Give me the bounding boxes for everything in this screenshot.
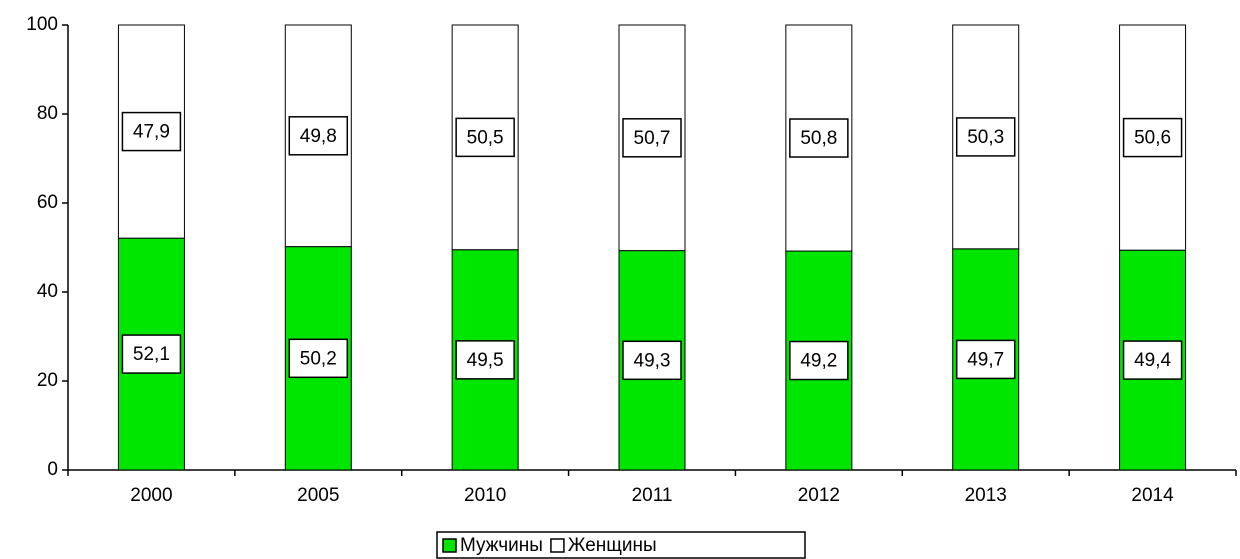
x-tick-label: 2000 bbox=[130, 485, 172, 506]
data-label: 50,3 bbox=[967, 127, 1004, 148]
data-label-box bbox=[288, 338, 349, 379]
data-label-box bbox=[622, 118, 682, 158]
data-label: 49,4 bbox=[1134, 350, 1171, 371]
x-tick-label: 2014 bbox=[1131, 485, 1174, 506]
data-label: 49,5 bbox=[467, 350, 504, 371]
y-tick-label: 60 bbox=[37, 192, 58, 213]
y-tick-label: 100 bbox=[26, 14, 58, 35]
legend-swatch bbox=[442, 538, 457, 553]
data-label: 50,8 bbox=[800, 128, 837, 149]
x-tick-label: 2010 bbox=[464, 485, 506, 506]
data-label: 47,9 bbox=[133, 122, 170, 143]
data-label: 49,8 bbox=[300, 126, 337, 147]
data-label: 50,7 bbox=[634, 128, 671, 149]
y-tick-label: 80 bbox=[37, 103, 58, 124]
legend-swatch bbox=[550, 538, 565, 553]
legend-box bbox=[436, 531, 806, 559]
data-label-box bbox=[789, 118, 849, 158]
data-label-box bbox=[288, 116, 349, 156]
y-tick-label: 0 bbox=[47, 459, 58, 480]
x-tick-label: 2005 bbox=[297, 485, 339, 506]
data-label: 49,2 bbox=[800, 351, 837, 372]
data-label-box bbox=[1122, 117, 1183, 158]
data-label: 50,2 bbox=[300, 348, 337, 369]
x-tick-label: 2011 bbox=[632, 485, 673, 506]
data-label: 52,1 bbox=[133, 344, 170, 365]
y-tick-label: 20 bbox=[37, 370, 58, 391]
data-label: 50,6 bbox=[1134, 128, 1171, 149]
data-label-box bbox=[622, 340, 682, 381]
data-label-box bbox=[455, 340, 515, 380]
data-label: 49,3 bbox=[634, 350, 671, 371]
x-tick-label: 2012 bbox=[798, 485, 840, 506]
legend-label: Мужчины bbox=[460, 535, 543, 556]
data-label-box bbox=[955, 117, 1016, 157]
data-label: 49,7 bbox=[967, 349, 1004, 370]
x-tick-label: 2013 bbox=[965, 485, 1007, 506]
data-label-box bbox=[1122, 340, 1183, 380]
data-label: 50,5 bbox=[467, 127, 504, 148]
y-tick-label: 40 bbox=[37, 281, 58, 302]
legend-label: Женщины bbox=[568, 535, 657, 556]
data-label-box bbox=[789, 340, 849, 381]
data-label-box bbox=[455, 117, 515, 158]
data-label-box bbox=[121, 111, 182, 152]
data-label-box bbox=[955, 339, 1016, 380]
data-label-box bbox=[121, 334, 182, 374]
